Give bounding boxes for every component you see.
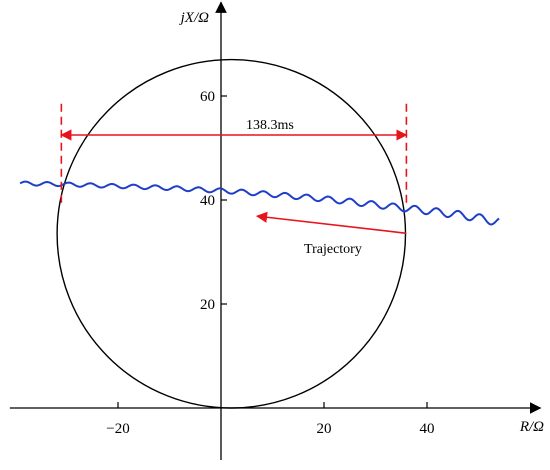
y-tick-label: 60 [200,89,215,105]
impedance-circle [56,58,407,409]
y-axis-label: jX/Ω [179,10,209,26]
axis-tick-labels: −20 20 40 20 40 60 [106,89,434,437]
x-tick-label: 40 [420,421,435,437]
trajectory-direction-arrow [255,211,407,235]
x-axis-label: R/Ω [519,419,544,435]
x-tick-label: −20 [106,421,129,437]
x-tick-label: 20 [317,421,332,437]
y-tick-label: 20 [200,297,215,313]
duration-label: 138.3ms [246,118,294,133]
y-tick-label: 40 [200,193,215,209]
trajectory-series-line [19,180,500,226]
trajectory-label: Trajectory [304,242,362,257]
axis-ticks [117,95,428,408]
